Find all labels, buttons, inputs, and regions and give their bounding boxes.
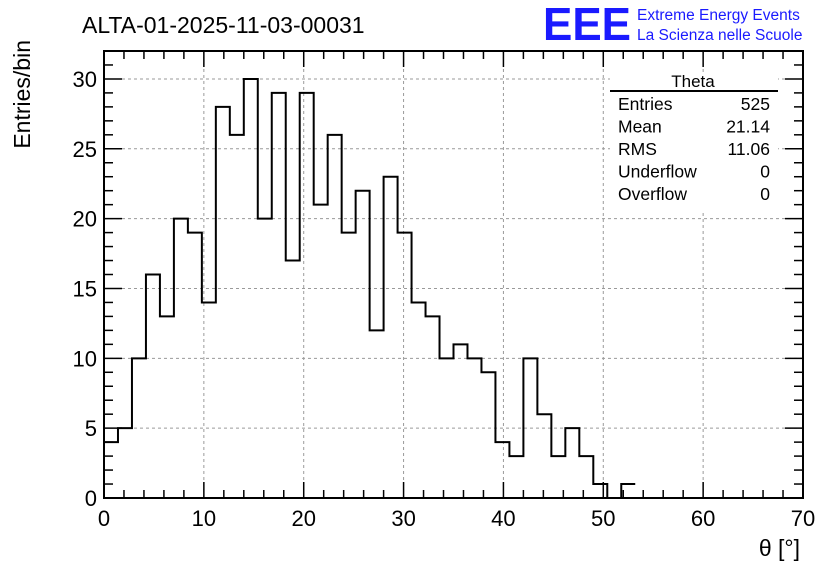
x-axis-title: θ [°]: [759, 535, 800, 561]
y-tick-label: 5: [85, 416, 97, 441]
run-title: ALTA-01-2025-11-03-00031: [82, 12, 365, 38]
stats-row-value: 0: [760, 162, 770, 182]
stats-rows: Entries 525 Mean 21.14 RMS 11.06 Underflow 0 Ove…: [618, 94, 770, 204]
x-tick-label: 60: [691, 506, 715, 531]
logo-line-1: Extreme Energy Events: [637, 7, 800, 24]
x-tick-labels: 0 10 20 30 40 50 60 70: [98, 506, 815, 531]
x-tick-label: 40: [491, 506, 515, 531]
y-tick-label: 30: [73, 67, 97, 92]
stats-row-label: Overflow: [618, 184, 687, 204]
stats-row-label: Mean: [618, 117, 662, 137]
x-tick-label: 70: [791, 506, 815, 531]
x-tick-label: 30: [391, 506, 415, 531]
stats-box: Theta Entries 525 Mean 21.14 RMS 11.06 Underfl…: [610, 72, 778, 212]
eee-logo: EEE: [543, 0, 631, 50]
stats-row-label: Underflow: [618, 162, 697, 182]
y-axis-title: Entries/bin: [9, 40, 35, 149]
stats-row-value: 525: [741, 94, 770, 114]
y-tick-label: 0: [85, 486, 97, 511]
y-tick-label: 20: [73, 207, 97, 232]
x-tick-label: 10: [192, 506, 216, 531]
y-tick-labels: 0 5 10 15 20 25 30: [73, 67, 97, 511]
stats-row-value: 21.14: [726, 117, 770, 137]
y-tick-label: 10: [73, 346, 97, 371]
y-tick-label: 15: [73, 276, 97, 301]
x-tick-label: 20: [291, 506, 315, 531]
x-tick-label: 0: [98, 506, 110, 531]
stats-row-value: 0: [760, 184, 770, 204]
histogram-outline: [104, 77, 636, 499]
stats-row-value: 11.06: [728, 139, 771, 159]
stats-row-label: RMS: [618, 139, 657, 159]
plot-frame: [103, 50, 804, 499]
stats-title: Theta: [671, 72, 715, 91]
stats-row-label: Entries: [618, 94, 673, 114]
y-tick-label: 25: [73, 137, 97, 162]
x-tick-label: 50: [591, 506, 615, 531]
stats-box-background: [610, 72, 778, 212]
axis-ticks: [103, 50, 804, 499]
logo-line-2: La Scienza nelle Scuole: [637, 27, 802, 44]
